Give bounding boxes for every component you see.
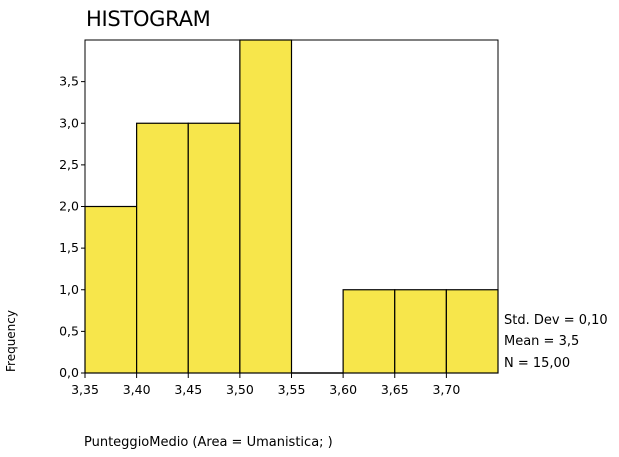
histogram-bar-5 [342,289,396,374]
y-tick-label-1: 0,5 [59,323,79,338]
x-tick-label-4: 3,55 [278,382,306,397]
stat-mean: Mean = 3,5 [504,334,580,349]
x-tick-label-0: 3,35 [71,382,99,397]
y-tick-label-5: 2,5 [59,157,79,172]
histogram-bar-7 [445,289,499,374]
histogram-bar-3 [239,39,293,374]
x-tick-label-3: 3,50 [226,382,254,397]
histogram-bar-0 [84,205,138,374]
x-tick-label-5: 3,60 [329,382,357,397]
histogram-bar-2 [187,122,241,374]
x-tick-label-2: 3,45 [174,382,202,397]
x-tick-label-7: 3,70 [432,382,460,397]
stat-n: N = 15,00 [504,356,571,371]
chart-title: HISTOGRAM [86,7,211,31]
x-tick-label-1: 3,40 [123,382,151,397]
x-tick-label-6: 3,65 [381,382,409,397]
y-tick-label-2: 1,0 [59,282,79,297]
stat-std-dev: Std. Dev = 0,10 [504,313,608,328]
histogram-bar-1 [136,122,189,374]
x-axis-label: PunteggioMedio (Area = Umanistica; ) [84,435,333,450]
y-tick-label-7: 3,5 [59,74,79,89]
y-tick-label-6: 3,0 [59,115,79,130]
y-tick-label-3: 1,5 [59,240,79,255]
y-tick-label-4: 2,0 [59,199,79,214]
histogram-bar-6 [394,289,447,374]
y-tick-label-0: 0,0 [59,365,79,380]
